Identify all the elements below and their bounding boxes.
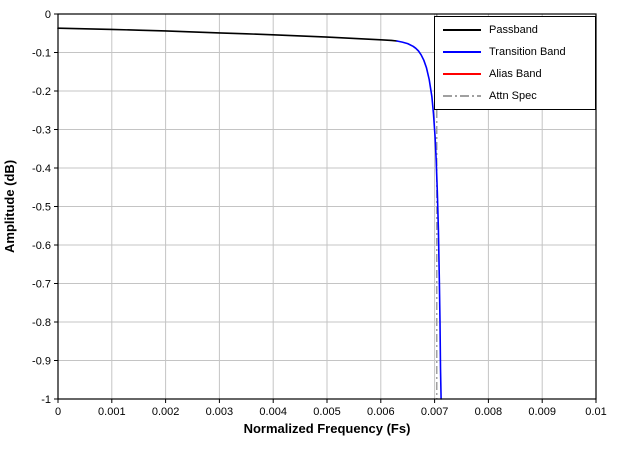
y-axis-label: Amplitude (dB) (2, 159, 17, 254)
alias-band-line-icon (443, 73, 481, 75)
x-tick-label: 0.005 (313, 406, 341, 418)
x-tick-label: 0.01 (585, 406, 606, 418)
legend: Passband Transition Band Alias Band Attn… (434, 16, 596, 110)
legend-label: Transition Band (489, 46, 566, 58)
transition-band-line-icon (443, 51, 481, 53)
attn-spec-line-icon (443, 95, 481, 97)
legend-item-attn-spec: Attn Spec (435, 85, 595, 107)
legend-label: Attn Spec (489, 90, 537, 102)
y-tick-label: -0.9 (32, 356, 51, 368)
y-tick-label: -0.8 (32, 317, 51, 329)
y-tick-label: -0.4 (32, 163, 51, 175)
y-tick-label: 0 (45, 9, 51, 21)
legend-item-alias-band: Alias Band (435, 63, 595, 85)
y-tick-label: -0.1 (32, 48, 51, 60)
x-axis-label: Normalized Frequency (Fs) (243, 421, 411, 436)
y-tick-label: -0.7 (32, 279, 51, 291)
passband-line-icon (443, 29, 481, 31)
y-tick-label: -1 (41, 394, 51, 406)
x-tick-label: 0.007 (421, 406, 449, 418)
x-tick-label: 0.008 (475, 406, 503, 418)
x-tick-label: 0.001 (98, 406, 126, 418)
x-tick-label: 0.004 (259, 406, 287, 418)
legend-item-passband: Passband (435, 19, 595, 41)
legend-label: Passband (489, 24, 538, 36)
x-tick-label: 0.006 (367, 406, 395, 418)
x-tick-label: 0.009 (528, 406, 556, 418)
y-tick-label: -0.6 (32, 240, 51, 252)
x-tick-label: 0 (55, 406, 61, 418)
y-tick-label: -0.5 (32, 202, 51, 214)
x-tick-label: 0.002 (152, 406, 180, 418)
legend-item-transition-band: Transition Band (435, 41, 595, 63)
y-tick-label: -0.3 (32, 125, 51, 137)
x-tick-label: 0.003 (206, 406, 234, 418)
y-tick-label: -0.2 (32, 86, 51, 98)
legend-label: Alias Band (489, 68, 542, 80)
